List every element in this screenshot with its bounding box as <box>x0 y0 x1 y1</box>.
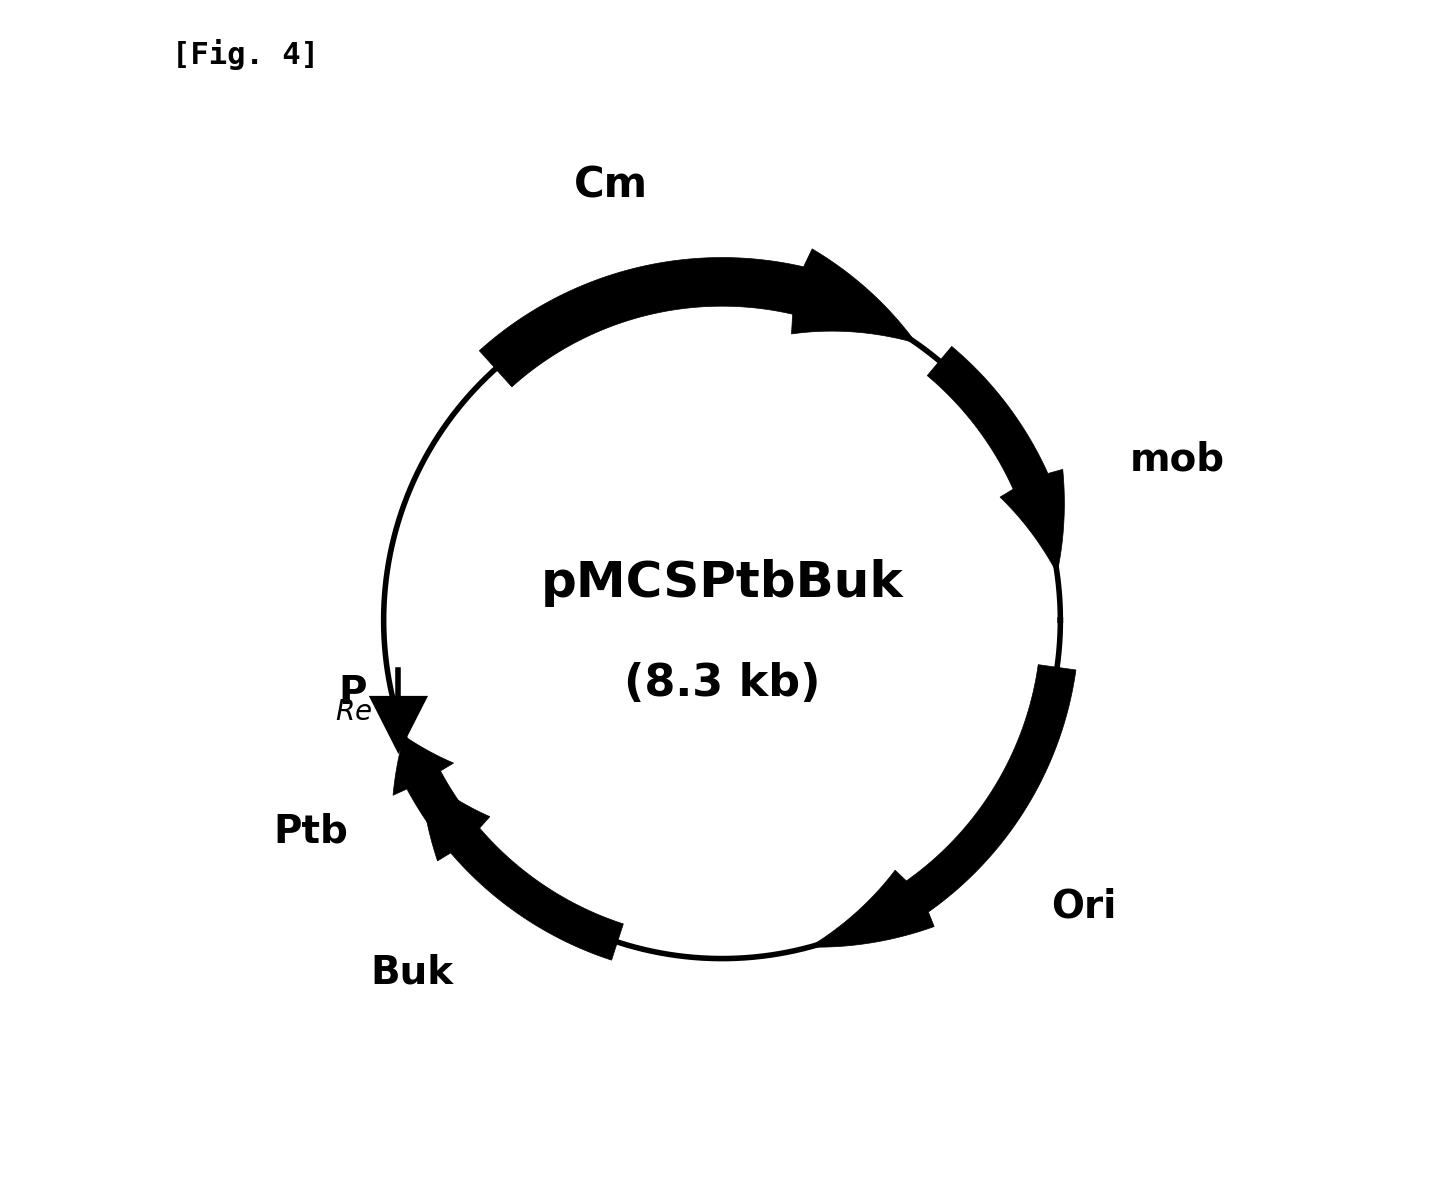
Text: [Fig. 4]: [Fig. 4] <box>172 39 319 69</box>
Text: Ori: Ori <box>1051 887 1116 926</box>
Text: pMCSPtbBuk: pMCSPtbBuk <box>540 559 904 607</box>
Text: Ptb: Ptb <box>273 812 348 850</box>
Text: mob: mob <box>1129 441 1225 479</box>
Text: $\mathit{Re}$: $\mathit{Re}$ <box>335 698 373 726</box>
Polygon shape <box>927 346 1064 573</box>
Text: $\mathbf{P}$: $\mathbf{P}$ <box>338 673 367 712</box>
Text: Cm: Cm <box>575 165 648 207</box>
Polygon shape <box>393 736 471 840</box>
Text: (8.3 kb): (8.3 kb) <box>624 663 820 705</box>
Polygon shape <box>368 696 427 754</box>
Polygon shape <box>479 248 915 387</box>
Polygon shape <box>810 665 1076 947</box>
Text: Buk: Buk <box>371 953 453 992</box>
Polygon shape <box>420 773 624 960</box>
